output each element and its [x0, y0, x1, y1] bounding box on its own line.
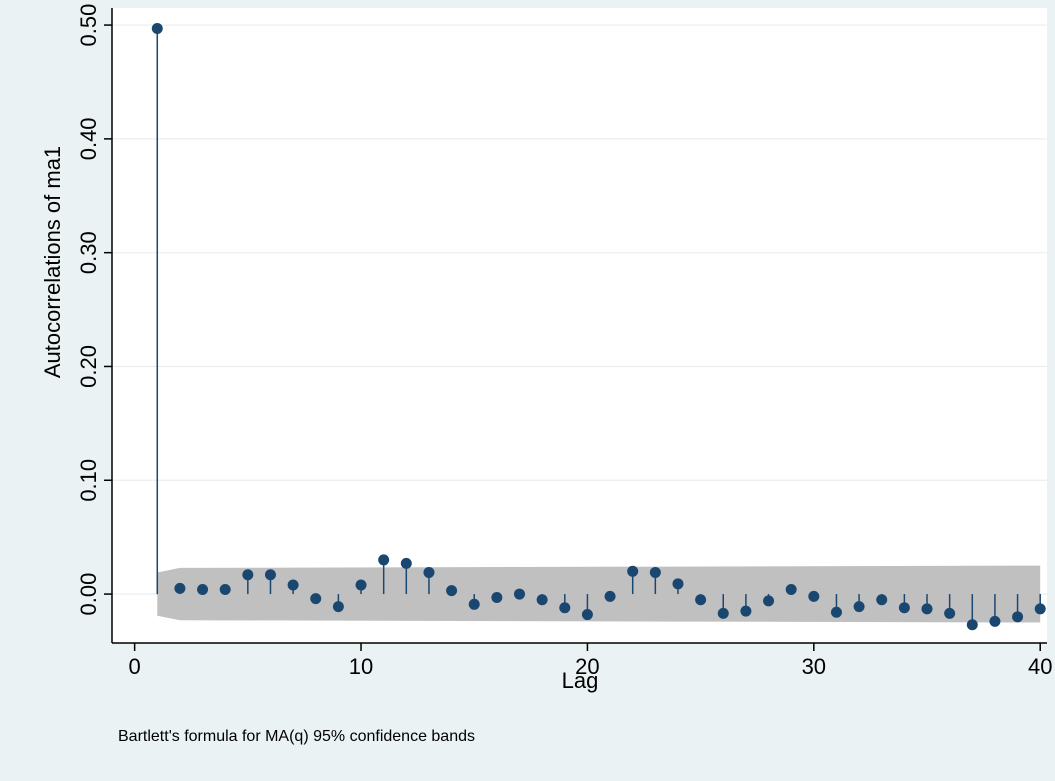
- point-lag-21: [604, 590, 616, 602]
- point-lag-28: [763, 595, 775, 607]
- point-lag-5: [242, 569, 254, 581]
- point-lag-11: [378, 554, 390, 566]
- y-tick-label: 0.00: [76, 573, 101, 616]
- point-lag-29: [785, 584, 797, 596]
- point-lag-19: [559, 602, 571, 614]
- point-lag-23: [649, 566, 661, 578]
- y-tick-label: 0.20: [76, 345, 101, 388]
- point-lag-39: [1012, 611, 1024, 623]
- point-lag-34: [898, 602, 910, 614]
- point-lag-3: [197, 584, 209, 596]
- point-lag-25: [695, 594, 707, 606]
- point-lag-13: [423, 566, 435, 578]
- y-tick-label: 0.30: [76, 231, 101, 274]
- confidence-band-layer: [157, 565, 1041, 623]
- point-lag-12: [400, 557, 412, 569]
- point-lag-2: [174, 582, 186, 594]
- point-lag-9: [332, 601, 344, 613]
- point-lag-32: [853, 601, 865, 613]
- point-lag-18: [536, 594, 548, 606]
- footnote: Bartlett's formula for MA(q) 95% confide…: [118, 728, 475, 745]
- point-lag-20: [581, 609, 593, 621]
- axes: 0.00 0.10 0.20 0.30 0.40 0.50 0 10 20 30 40: [76, 4, 1052, 679]
- confidence-band: [157, 565, 1041, 623]
- point-lag-37: [966, 619, 978, 631]
- x-tick-label: 40: [1028, 654, 1052, 679]
- point-lag-30: [808, 590, 820, 602]
- point-lag-31: [830, 606, 842, 618]
- point-lag-10: [355, 579, 367, 591]
- point-lag-4: [219, 584, 231, 596]
- x-axis-title: Lag: [562, 668, 599, 693]
- y-tick-label: 0.50: [76, 4, 101, 47]
- y-axis-title: Autocorrelations of ma1: [40, 146, 65, 378]
- point-lag-40: [1034, 603, 1046, 615]
- point-lag-22: [627, 565, 639, 577]
- point-lag-24: [672, 578, 684, 590]
- point-lag-33: [876, 594, 888, 606]
- point-lag-8: [310, 593, 322, 605]
- y-tick-label: 0.40: [76, 117, 101, 160]
- point-lag-36: [944, 607, 956, 619]
- point-lag-1: [151, 22, 163, 34]
- point-lag-16: [491, 591, 503, 603]
- point-lag-35: [921, 603, 933, 615]
- point-lag-17: [514, 588, 526, 600]
- plot-area: [112, 8, 1047, 643]
- point-lag-15: [468, 598, 480, 610]
- point-lag-14: [446, 585, 458, 597]
- point-lag-26: [717, 607, 729, 619]
- x-tick-label: 0: [129, 654, 141, 679]
- point-lag-6: [264, 569, 276, 581]
- y-tick-label: 0.10: [76, 459, 101, 502]
- point-lag-27: [740, 605, 752, 617]
- x-tick-label: 20: [575, 654, 599, 679]
- x-tick-label: 30: [802, 654, 826, 679]
- marker-layer: [151, 22, 1046, 631]
- point-lag-38: [989, 615, 1001, 627]
- x-tick-label: 10: [349, 654, 373, 679]
- point-lag-7: [287, 579, 299, 591]
